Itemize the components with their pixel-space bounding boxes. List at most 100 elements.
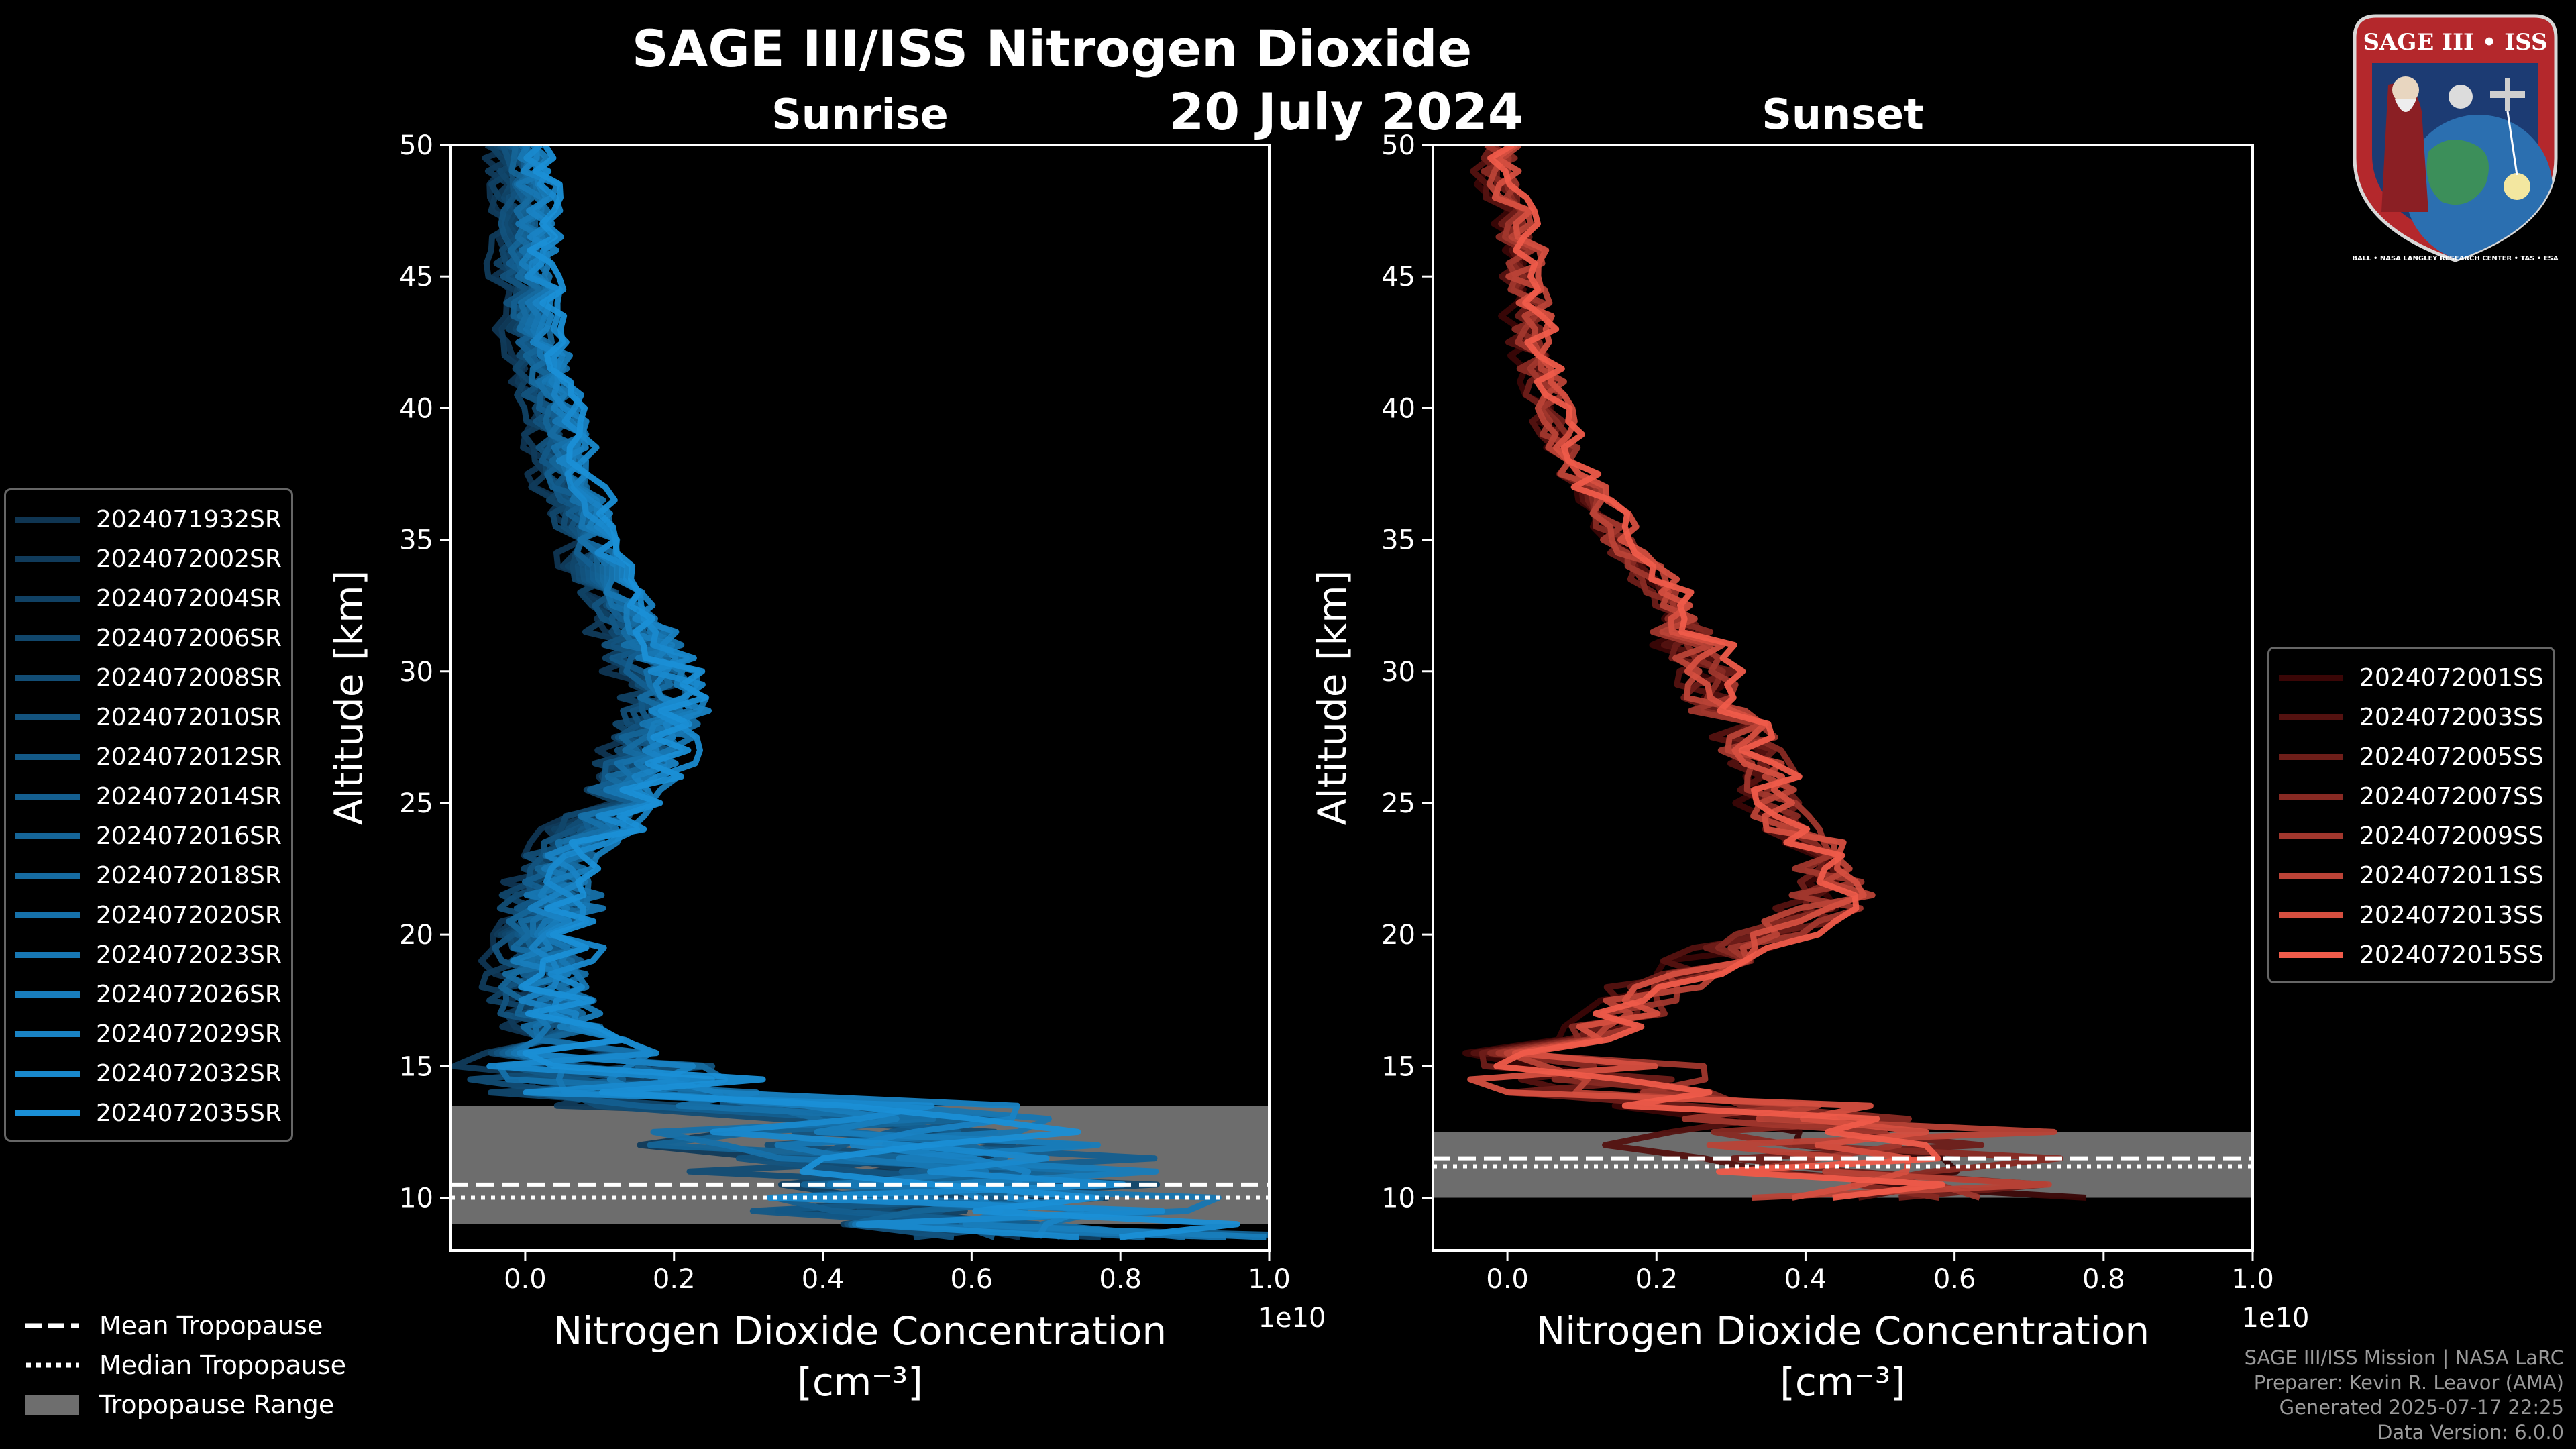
credit-line: Preparer: Kevin R. Leavor (AMA) — [2253, 1371, 2564, 1394]
credit-line: SAGE III/ISS Mission | NASA LaRC — [2244, 1346, 2564, 1369]
x-tick-label: 0.4 — [802, 1264, 845, 1295]
y-tick-label: 20 — [399, 920, 433, 951]
legend-swatch — [15, 912, 80, 918]
y-tick-label: 50 — [399, 130, 433, 161]
legend-label: 2024072002SR — [96, 545, 282, 573]
y-axis-label: Altitude [km] — [326, 570, 372, 825]
profile-line-2024072015SS — [1487, 145, 1945, 1201]
logo-name-text: SAGE III • ISS — [2363, 29, 2547, 56]
legend-item: 2024072011SS — [2279, 856, 2544, 896]
legend-item: 2024072010SR — [15, 698, 282, 737]
legend-item: 2024072004SR — [15, 579, 282, 619]
legend-swatch — [15, 754, 80, 760]
legend-item: 2024072007SS — [2279, 777, 2544, 816]
x-offset-label: 1e10 — [1258, 1303, 1326, 1334]
legend-label: 2024072023SR — [96, 941, 282, 969]
legend-swatch — [15, 952, 80, 958]
legend-item: 2024072001SS — [2279, 658, 2544, 698]
plot-area — [1433, 145, 2253, 1250]
legend-item: 2024072026SR — [15, 975, 282, 1014]
legend-label: 2024072007SS — [2359, 783, 2544, 810]
legend-swatch — [15, 596, 80, 602]
legend-swatch — [2279, 754, 2343, 760]
legend-swatch — [15, 556, 80, 562]
sunset-panel: 0.0 0.2 0.4 0.6 0.8 1.0 10 15 20 25 30 35 40 45 50 1e10… — [1309, 130, 2309, 1405]
x-tick-label: 1.0 — [2231, 1264, 2274, 1295]
legend-label: 2024072026SR — [96, 981, 282, 1008]
legend-item: 2024072035SR — [15, 1093, 282, 1133]
legend-swatch — [2279, 833, 2343, 839]
legend-item: 2024072009SS — [2279, 816, 2544, 856]
legend-item: 2024071932SR — [15, 500, 282, 539]
x-axis-units: [cm⁻³] — [1780, 1359, 1906, 1405]
tropopause-legend-label: Tropopause Range — [99, 1389, 335, 1419]
x-tick-label: 0.4 — [1784, 1264, 1827, 1295]
y-tick-label: 15 — [399, 1051, 433, 1082]
tropopause-legend-mean: Mean Tropopause — [24, 1305, 346, 1345]
legend-swatch — [15, 873, 80, 879]
tropopause-legend-label: Mean Tropopause — [99, 1310, 323, 1340]
legend-item: 2024072005SS — [2279, 737, 2544, 777]
y-tick-label: 35 — [399, 525, 433, 556]
y-tick-label: 30 — [1381, 657, 1415, 688]
credits-block: SAGE III/ISS Mission | NASA LaRC Prepare… — [2245, 1346, 2564, 1445]
legend-label: 2024072011SS — [2359, 862, 2544, 890]
axes-frame — [1432, 144, 2254, 1252]
y-tick-label: 25 — [399, 788, 433, 819]
y-tick-label: 50 — [1381, 130, 1415, 161]
legend-item: 2024072018SR — [15, 856, 282, 896]
legend-label: 2024072010SR — [96, 704, 282, 731]
legend-label: 2024072014SR — [96, 783, 282, 810]
axes-frame — [449, 144, 1271, 1252]
y-tick-label: 45 — [1381, 262, 1415, 292]
legend-swatch — [2279, 714, 2343, 720]
legend-item: 2024072020SR — [15, 896, 282, 935]
logo-ring-text: BALL • NASA LANGLEY RESEARCH CENTER • TA… — [2352, 255, 2558, 262]
sunrise-panel: 0.0 0.2 0.4 0.6 0.8 1.0 10 15 20 25 30 35 40 45 50 1e10… — [326, 130, 1326, 1405]
x-axis-units: [cm⁻³] — [797, 1359, 923, 1405]
legend-swatch — [15, 1071, 80, 1077]
legend-label: 2024072004SR — [96, 585, 282, 612]
figure-date: 20 July 2024 — [1169, 82, 1523, 142]
y-tick-label: 35 — [1381, 525, 1415, 556]
legend-label: 2024072016SR — [96, 822, 282, 850]
legend-item: 2024072012SR — [15, 737, 282, 777]
x-tick-label: 0.2 — [653, 1264, 696, 1295]
profile-line-2024072029SR — [517, 145, 1085, 1239]
legend-item: 2024072003SS — [2279, 698, 2544, 737]
sunset-title: Sunset — [1762, 90, 1924, 139]
legend-item: 2024072002SR — [15, 539, 282, 579]
y-tick-label: 30 — [399, 657, 433, 688]
x-tick-label: 0.2 — [1635, 1264, 1678, 1295]
sunset-legend: 2024072001SS 2024072003SS 2024072005SS 2024… — [2267, 647, 2555, 983]
legend-swatch — [15, 675, 80, 681]
x-offset-label: 1e10 — [2242, 1303, 2310, 1334]
legend-item: 2024072029SR — [15, 1014, 282, 1054]
y-tick-label: 25 — [1381, 788, 1415, 819]
legend-item: 2024072016SR — [15, 816, 282, 856]
legend-label: 2024071932SR — [96, 506, 282, 533]
legend-swatch — [15, 794, 80, 800]
legend-swatch — [15, 517, 80, 523]
legend-item: 2024072014SR — [15, 777, 282, 816]
legend-swatch — [15, 991, 80, 998]
legend-swatch — [15, 635, 80, 641]
legend-label: 2024072012SR — [96, 743, 282, 771]
legend-label: 2024072008SR — [96, 664, 282, 692]
y-axis-label: Altitude [km] — [1309, 570, 1355, 825]
tropopause-legend-range: Tropopause Range — [24, 1385, 346, 1424]
mission-patch-logo: SAGE III • ISS BALL • NASA LANGLEY RESEA… — [2352, 14, 2559, 262]
tropopause-legend: Mean Tropopause Median Tropopause Tropop… — [24, 1305, 346, 1424]
legend-label: 2024072035SR — [96, 1099, 282, 1127]
credit-line: Generated 2025-07-17 22:25 — [2279, 1396, 2564, 1419]
legend-swatch — [2279, 873, 2343, 879]
x-tick-label: 1.0 — [1248, 1264, 1291, 1295]
legend-item: 2024072015SS — [2279, 935, 2544, 975]
legend-swatch — [2279, 794, 2343, 800]
y-tick-label: 10 — [399, 1183, 433, 1214]
legend-swatch — [15, 833, 80, 839]
profile-line-2024072035SR — [518, 145, 1240, 1240]
x-axis-label: Nitrogen Dioxide Concentration — [1536, 1308, 2149, 1354]
legend-label: 2024072009SS — [2359, 822, 2544, 850]
